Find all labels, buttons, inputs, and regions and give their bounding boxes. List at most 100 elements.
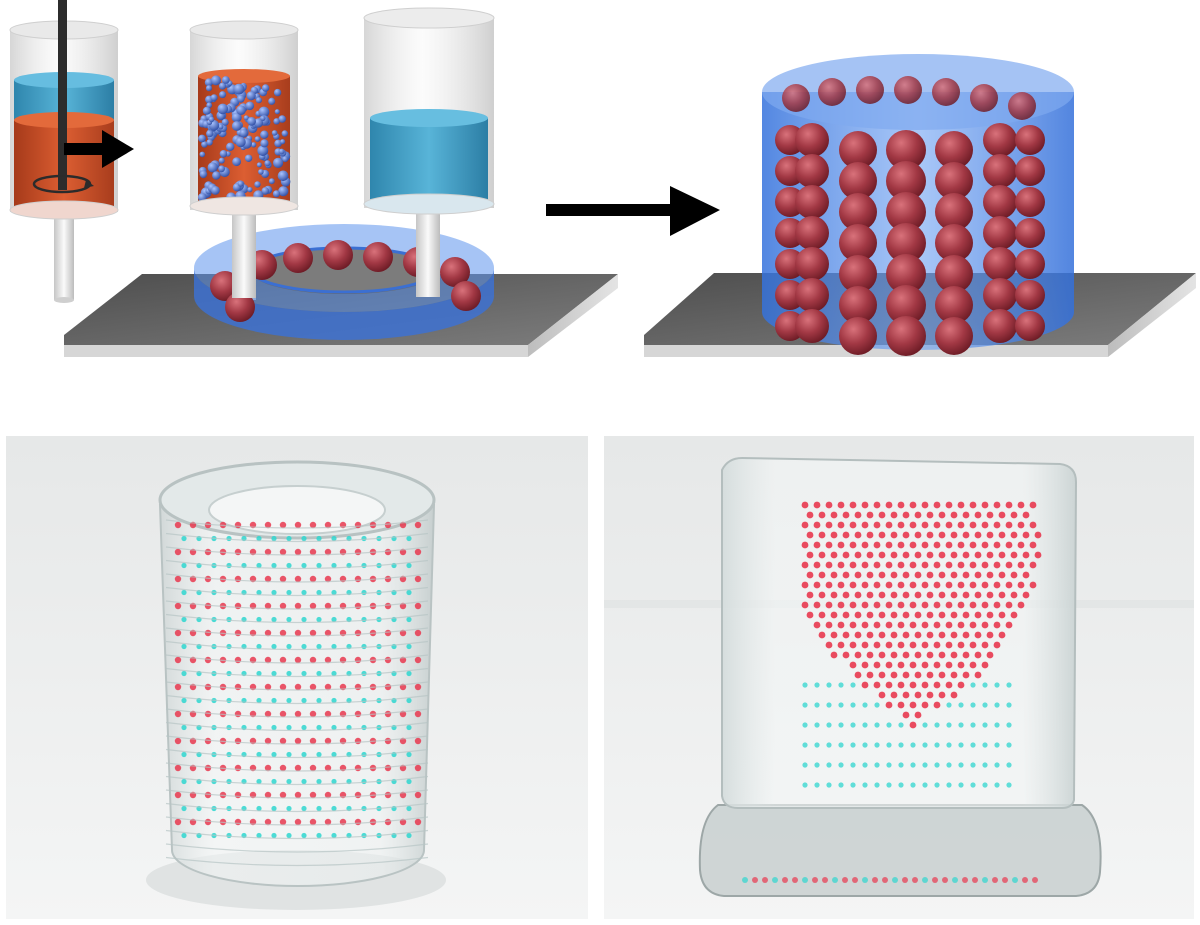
cube-bead-dot [1006, 722, 1012, 728]
emulsion-bead [260, 115, 266, 121]
cube-bead-dot [837, 621, 845, 629]
cube-bead-dot [826, 782, 832, 788]
emulsion-bead [219, 91, 227, 99]
cube-bead-dot [933, 621, 941, 629]
tube-bead-dot [181, 805, 187, 812]
tube-bead-dot [204, 656, 212, 664]
cube-bead-dot [849, 661, 857, 669]
emulsion-bead [211, 186, 220, 195]
emulsion-bead [254, 136, 261, 142]
tube-bead-dot [226, 643, 232, 650]
tube-bead-dot [354, 575, 362, 583]
emulsion-bead [243, 115, 249, 121]
cube-bead-dot [981, 661, 989, 669]
tube-bead-dot [256, 535, 262, 542]
tube-bead-dot [181, 535, 187, 542]
cylinder-bead [886, 223, 926, 263]
cube-bead-dot [890, 591, 898, 599]
cylinder-bead [839, 317, 877, 355]
tube-bead-dot [309, 575, 317, 583]
cube-bead-dot [1005, 521, 1013, 529]
tube-bead-dot [316, 643, 322, 650]
cube-bead-dot [886, 722, 892, 728]
cube-bead-dot [818, 611, 826, 619]
cube-bead-dot [842, 571, 850, 579]
tube-bead-dot [286, 589, 292, 596]
cylinder-bead-back [894, 76, 922, 104]
emulsion-bead [282, 156, 289, 163]
cube-bead-dot [993, 561, 1001, 569]
cube-bead-dot [806, 511, 814, 519]
tube-bead-dot [406, 616, 412, 623]
cube-bead-dot [974, 591, 982, 599]
cube-bead-dot [897, 701, 905, 709]
tube-bead-dot [361, 697, 367, 704]
cube-bead-dot [909, 661, 917, 669]
cube-bead-dot [873, 601, 881, 609]
cylinder-bead [1015, 249, 1045, 279]
cube-bead-dot [994, 722, 1000, 728]
tube-bead-dot [226, 751, 232, 758]
emulsion-bead [278, 115, 287, 123]
cube-bead-dot [914, 671, 922, 679]
cube-bead-dot [914, 651, 922, 659]
tube-bead-dot [181, 697, 187, 704]
cube-bead-dot [910, 742, 916, 748]
tube-bead-dot [271, 724, 277, 731]
ring-bead [440, 257, 470, 287]
tube-bead-dot [174, 656, 182, 664]
cube-bead-dot [806, 611, 814, 619]
tube-ridge-line [165, 559, 429, 570]
cube-bead-dot [922, 782, 928, 788]
tube-bead-dot [174, 602, 182, 610]
tube-bead-dot [174, 818, 182, 826]
cube-bead-dot [962, 531, 970, 539]
cube-bead-dot [825, 621, 833, 629]
tube-bead-dot [309, 683, 317, 691]
cube-bead-dot [849, 641, 857, 649]
tube-bead-dot [294, 710, 302, 718]
tube-bead-dot [234, 818, 242, 826]
cube-bead-dot [885, 561, 893, 569]
tube-bead-dot [324, 737, 332, 745]
emulsion-bead [199, 151, 206, 158]
cube-bead-dot [866, 531, 874, 539]
cube-bead-dot [897, 541, 905, 549]
tube-bead-dot [279, 683, 287, 691]
cube-bead-dot [802, 782, 808, 788]
tube-ridge-line [165, 573, 429, 583]
cylinder-bead [1015, 218, 1045, 248]
cube-bead-dot [921, 701, 929, 709]
cube-bead-dot [958, 782, 964, 788]
cylinder-bead [983, 123, 1017, 157]
cube-bead-dot [838, 742, 844, 748]
cube-bead-dot [890, 611, 898, 619]
cube-bead-dot [861, 601, 869, 609]
cube-bead-dot [866, 611, 874, 619]
tube-bead-dot [271, 562, 277, 569]
cube-bead-dot [902, 611, 910, 619]
cube-bead-dot [981, 521, 989, 529]
cube-bead-dot [873, 521, 881, 529]
tube-bead-dot [309, 791, 317, 799]
tube-bead-dot [316, 778, 322, 785]
tube-bead-dot [264, 656, 272, 664]
cube-bead-dot [818, 531, 826, 539]
cube-bead-dot [945, 501, 953, 509]
cube-bead-dot [938, 611, 946, 619]
cube-bead-dot [897, 681, 905, 689]
tube-bead-dot [316, 751, 322, 758]
tube-bead-dot [324, 710, 332, 718]
cube-bead-dot [878, 551, 886, 559]
cube-bead-dot [802, 682, 808, 688]
cube-bead-dot [921, 661, 929, 669]
cube-bead-dot [814, 722, 820, 728]
cylinder-bead [795, 247, 829, 281]
tube-bead-dot [414, 818, 422, 826]
cube-bead-dot [1005, 581, 1013, 589]
cube-bead-dot [818, 551, 826, 559]
cube-bead-dot [1006, 782, 1012, 788]
cylinder-bead [983, 154, 1017, 188]
cube-bead-dot [826, 742, 832, 748]
cylinder-bead [795, 154, 829, 188]
